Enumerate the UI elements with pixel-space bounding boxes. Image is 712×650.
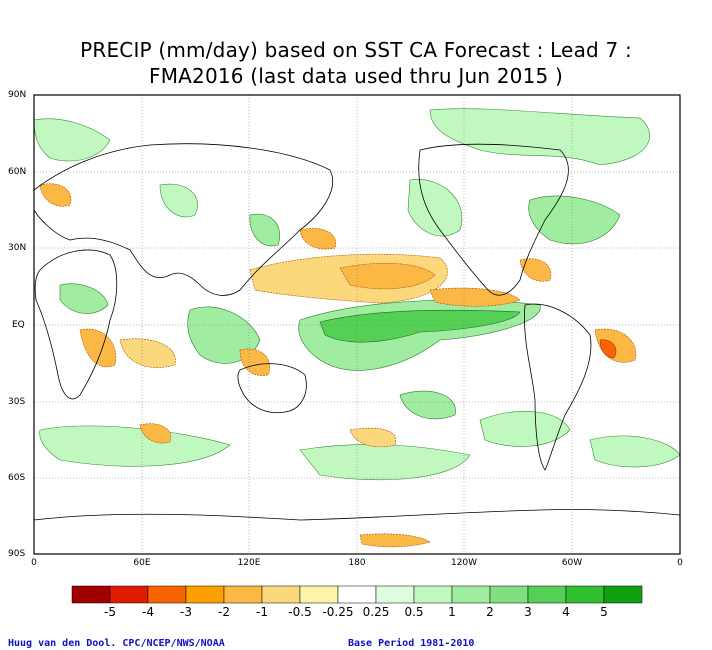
x-tick-label: 60W xyxy=(561,558,583,568)
colorbar-swatch xyxy=(527,585,567,604)
wet-region xyxy=(479,411,571,447)
map-title-line2: FMA2016 (last data used thru Jun 2015 ) xyxy=(148,64,564,88)
dry-region xyxy=(299,228,337,250)
x-tick-label: 120E xyxy=(237,558,261,568)
wet-region xyxy=(39,425,231,467)
wet-region xyxy=(249,213,280,247)
wet-region xyxy=(399,390,456,420)
colorbar xyxy=(71,585,643,604)
dry-region xyxy=(429,287,521,307)
wet-region xyxy=(528,195,621,245)
dry-region xyxy=(39,183,72,207)
colorbar-label: -5 xyxy=(104,605,116,619)
anomaly-field xyxy=(34,95,680,554)
colorbar-swatch xyxy=(565,585,605,604)
colorbar-swatch xyxy=(299,585,339,604)
x-tick-label: 0 xyxy=(677,558,683,568)
colorbar-label: 2 xyxy=(486,605,494,619)
colorbar-swatch xyxy=(261,585,301,604)
colorbar-label: -0.25 xyxy=(322,605,354,619)
x-tick-label: 120W xyxy=(450,558,478,568)
colorbar-swatch xyxy=(489,585,529,604)
map-frame xyxy=(33,94,681,555)
colorbar-swatch xyxy=(109,585,149,604)
x-tick-label: 60E xyxy=(133,558,151,568)
colorbar-label: 0.25 xyxy=(362,605,390,619)
y-tick-label: 90N xyxy=(8,90,27,100)
colorbar-swatch xyxy=(375,585,415,604)
wet-region xyxy=(407,179,463,237)
colorbar-swatch xyxy=(337,585,377,604)
colorbar-label: 4 xyxy=(562,605,570,619)
colorbar-label: -1 xyxy=(256,605,268,619)
dry-region xyxy=(349,427,397,448)
wet-region-strong xyxy=(319,309,521,343)
dry-region xyxy=(119,338,176,368)
colorbar-label: -2 xyxy=(218,605,230,619)
colorbar-swatch xyxy=(147,585,187,604)
y-tick-label: 30N xyxy=(8,243,27,253)
colorbar-swatch xyxy=(71,585,111,604)
colorbar-label: -0.5 xyxy=(288,605,312,619)
colorbar-swatch xyxy=(603,585,643,604)
y-tick-label: 60S xyxy=(8,473,26,483)
x-tick-label: 0 xyxy=(31,558,37,568)
colorbar-swatch xyxy=(451,585,491,604)
dry-region-strong xyxy=(599,339,617,359)
colorbar-swatch xyxy=(185,585,225,604)
colorbar-swatch xyxy=(223,585,263,604)
y-tick-label: EQ xyxy=(12,320,25,330)
wet-region xyxy=(299,444,471,481)
wet-region xyxy=(429,108,650,166)
y-tick-label: 60N xyxy=(8,167,27,177)
dry-region xyxy=(239,348,270,376)
dry-region xyxy=(79,328,117,368)
colorbar-label: 1 xyxy=(448,605,456,619)
dry-region xyxy=(519,258,552,282)
wet-region xyxy=(34,118,111,162)
colorbar-label: 5 xyxy=(600,605,608,619)
colorbar-label: -3 xyxy=(180,605,192,619)
colorbar-label: 0.5 xyxy=(404,605,424,619)
map-title-line1: PRECIP (mm/day) based on SST CA Forecast… xyxy=(80,38,632,62)
credit-base-period: Base Period 1981-2010 xyxy=(348,638,475,649)
dry-region xyxy=(359,533,431,548)
y-tick-label: 90S xyxy=(8,549,26,559)
credit-author: Huug van den Dool. CPC/NCEP/NWS/NOAA xyxy=(8,638,225,649)
wet-region xyxy=(59,283,109,314)
colorbar-label: -4 xyxy=(142,605,154,619)
coastlines xyxy=(34,143,680,521)
wet-region xyxy=(159,183,198,218)
x-tick-label: 180 xyxy=(348,558,366,568)
dry-region xyxy=(139,423,172,444)
dry-region-strong xyxy=(339,262,436,290)
colorbar-swatch xyxy=(413,585,453,604)
y-tick-label: 30S xyxy=(8,397,26,407)
colorbar-label: 3 xyxy=(524,605,532,619)
wet-region xyxy=(589,435,680,468)
